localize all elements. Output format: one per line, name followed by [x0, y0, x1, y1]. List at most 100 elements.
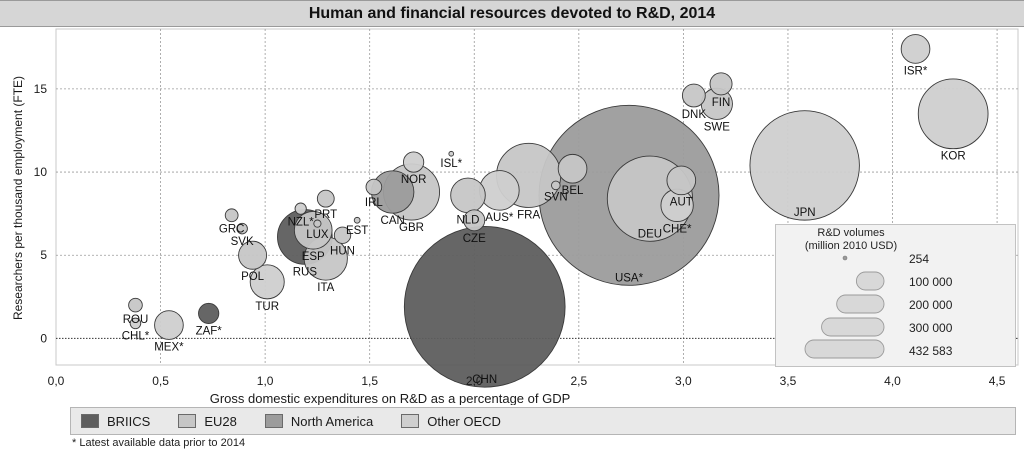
bubble-est	[353, 216, 361, 224]
bubble-aus	[479, 170, 520, 211]
bubble-label: LUX	[306, 229, 329, 241]
bubble-cze	[463, 209, 486, 232]
y-tick-label: 15	[34, 82, 48, 96]
volume-legend-marker	[855, 271, 885, 291]
legend-label: EU28	[204, 413, 237, 429]
bubble-zaf	[198, 302, 220, 325]
bubble-label: KOR	[941, 151, 966, 163]
bubble-lux	[313, 219, 322, 228]
bubble-isl	[448, 150, 455, 157]
bubble-isr	[900, 34, 931, 64]
bubble-svn	[551, 180, 561, 191]
bubble-label: MEX*	[154, 341, 184, 353]
volume-legend-label: 432 583	[909, 344, 953, 358]
volume-legend-label: 300 000	[909, 321, 953, 335]
x-tick-label: 4,0	[884, 374, 901, 388]
chart-title: Human and financial resources devoted to…	[0, 0, 1024, 27]
legend-swatch	[264, 414, 283, 428]
legend-label: BRIICS	[107, 413, 151, 429]
bubble-kor	[917, 78, 989, 150]
bubble-label: ISL*	[440, 158, 462, 170]
bubble-label: BEL	[562, 185, 584, 197]
volume-legend-shapes	[804, 255, 885, 359]
bubble-nor	[403, 151, 425, 173]
x-tick-label: 1,0	[257, 374, 274, 388]
bubble-label: CHN	[472, 374, 497, 386]
volume-legend-title: R&D volumes (million 2010 USD)	[776, 227, 926, 253]
group-legend: BRIICS EU28 North America Other OECD	[70, 407, 1016, 435]
x-tick-label: 3,0	[675, 374, 692, 388]
legend-item-north-america: North America	[264, 413, 374, 429]
bubble-hun	[333, 226, 352, 244]
volume-legend-title-line1: R&D volumes	[817, 227, 885, 239]
bubble-label: EST	[346, 225, 368, 237]
bubble-jpn	[749, 110, 860, 221]
bubble-label: PRT	[314, 209, 337, 221]
bubble-aut	[666, 165, 697, 196]
volume-legend-marker	[836, 294, 885, 314]
bubble-grc	[224, 208, 239, 223]
bubble-label: ESP	[302, 251, 325, 263]
bubble-label: ISR*	[904, 65, 928, 77]
bubble-svk	[236, 222, 248, 235]
legend-swatch	[401, 414, 420, 428]
bubble-nzl	[294, 202, 307, 215]
bubble-label: ITA	[317, 282, 334, 294]
bubble-label: GBR	[399, 222, 424, 234]
legend-label: North America	[290, 413, 374, 429]
bubble-label: FRA	[517, 209, 540, 221]
footnote: * Latest available data prior to 2014	[72, 437, 246, 449]
bubble-nld	[450, 177, 486, 214]
bubble-label: NZL*	[288, 216, 315, 228]
bubble-esp	[293, 210, 333, 250]
volume-legend-label: 100 000	[909, 275, 953, 289]
bubble-label: RUS	[293, 266, 318, 278]
bubble-label: CZE	[463, 233, 486, 245]
bubble-layer	[128, 34, 989, 388]
bubble-label: DEU	[638, 228, 662, 240]
bubble-label: NLD	[456, 215, 479, 227]
bubble-label: AUT	[670, 197, 693, 209]
bubble-mex	[154, 310, 184, 340]
bubble-label: POL	[241, 271, 265, 283]
legend-item-eu28: EU28	[178, 414, 237, 429]
axis-layer: 0,0 0,5 1,0 1,5 2,0 2,5 3,0 3,5 4,0 4,5 0 5 10 15	[34, 82, 1006, 388]
bubble-rou	[128, 297, 143, 313]
bubble-tur	[249, 264, 285, 300]
x-tick-label: 4,5	[989, 374, 1006, 388]
x-axis-label: Gross domestic expenditures on R&D as a …	[210, 391, 571, 405]
legend-label: Other OECD	[427, 413, 501, 429]
bubble-label: SWE	[704, 121, 731, 133]
legend-swatch	[178, 414, 197, 428]
legend-swatch	[81, 414, 99, 428]
bubble-label: USA*	[615, 272, 644, 284]
y-axis-label: Researchers per thousand employment (FTE…	[11, 76, 25, 320]
y-tick-label: 10	[34, 165, 48, 179]
bubble-label: ROU	[123, 314, 149, 326]
bubble-label: GRC	[219, 224, 245, 236]
bubble-label: CAN	[381, 215, 405, 227]
x-tick-label: 2,0	[466, 374, 483, 388]
x-tick-label: 1,5	[361, 374, 378, 388]
volume-legend-marker	[821, 317, 885, 337]
volume-legend-marker	[842, 255, 848, 261]
bubble-label: SVK	[231, 236, 254, 248]
bubble-label: CHL*	[122, 331, 150, 343]
bubble-label: ZAF*	[196, 326, 223, 338]
bubble-label: AUS*	[485, 212, 514, 224]
volume-legend: R&D volumes (million 2010 USD) 254 100 0…	[775, 224, 1016, 367]
volume-legend-label: 254	[909, 252, 930, 266]
y-tick-label: 0	[40, 331, 47, 345]
bubble-label: NOR	[401, 174, 427, 186]
bubble-chl	[129, 317, 142, 330]
bubble-label: JPN	[794, 207, 816, 219]
x-tick-label: 0,5	[152, 374, 169, 388]
bubble-label: SVN	[544, 192, 568, 204]
bubble-fin	[709, 72, 733, 96]
x-tick-label: 3,5	[780, 374, 797, 388]
legend-item-briics: BRIICS	[81, 414, 150, 429]
bubble-label: IRL	[365, 197, 384, 209]
